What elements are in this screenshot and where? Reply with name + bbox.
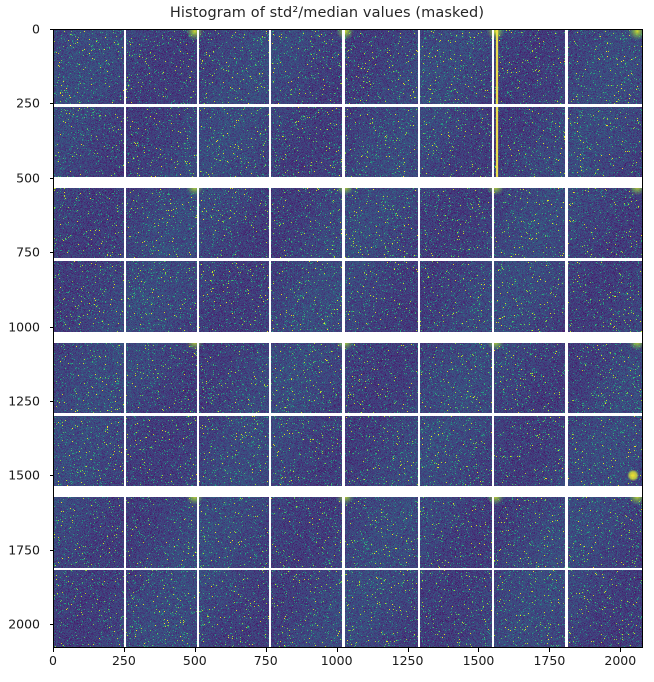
x-tick-mark <box>53 648 54 652</box>
mosaic-gap-horizontal <box>53 258 643 261</box>
chart-title: Histogram of std²/median values (masked) <box>169 5 485 21</box>
x-tick-mark <box>123 648 125 652</box>
y-tick-label: 500 <box>16 170 40 186</box>
x-tick-mark <box>478 648 480 652</box>
mosaic-gap-horizontal <box>53 413 643 416</box>
mosaic-gap-horizontal <box>53 567 643 571</box>
y-tick-label: 2000 <box>8 616 40 632</box>
x-tick-label: 1500 <box>462 653 495 668</box>
y-tick-label: 1000 <box>8 319 40 335</box>
x-tick-mark <box>407 648 409 652</box>
y-tick-label: 250 <box>16 95 40 111</box>
x-tick-mark <box>265 648 267 652</box>
y-tick-mark <box>49 326 53 328</box>
y-tick-mark <box>49 400 53 402</box>
y-tick-mark <box>49 252 53 254</box>
y-tick-label: 1500 <box>8 467 40 483</box>
x-tick-mark <box>194 648 196 652</box>
x-tick-label: 750 <box>253 653 278 668</box>
x-tick-label: 250 <box>111 653 136 668</box>
mosaic-gap-horizontal-wide <box>53 331 643 343</box>
x-tick-label: 500 <box>182 653 207 668</box>
y-tick-label: 0 <box>32 21 40 37</box>
mosaic-gap-horizontal-wide <box>53 486 643 498</box>
x-tick-label: 1000 <box>320 653 353 668</box>
y-tick-label: 1250 <box>8 393 40 409</box>
x-tick-label: 0 <box>49 653 57 668</box>
x-tick-mark <box>620 648 622 652</box>
y-tick-mark <box>49 177 53 179</box>
x-tick-label: 2000 <box>604 653 637 668</box>
y-tick-label: 750 <box>16 244 40 260</box>
x-tick-label: 1250 <box>391 653 424 668</box>
y-tick-mark <box>49 549 53 551</box>
mosaic-gap-horizontal <box>53 104 643 108</box>
heatmap-axes <box>53 29 643 648</box>
y-tick-mark <box>49 103 53 105</box>
y-tick-mark <box>49 624 53 626</box>
y-tick-mark <box>49 475 53 477</box>
y-tick-mark <box>49 29 53 30</box>
x-tick-mark <box>549 648 551 652</box>
mosaic-gap-horizontal-wide <box>53 177 643 189</box>
y-tick-label: 1750 <box>8 542 40 558</box>
x-tick-label: 1750 <box>533 653 566 668</box>
x-tick-mark <box>336 648 338 652</box>
